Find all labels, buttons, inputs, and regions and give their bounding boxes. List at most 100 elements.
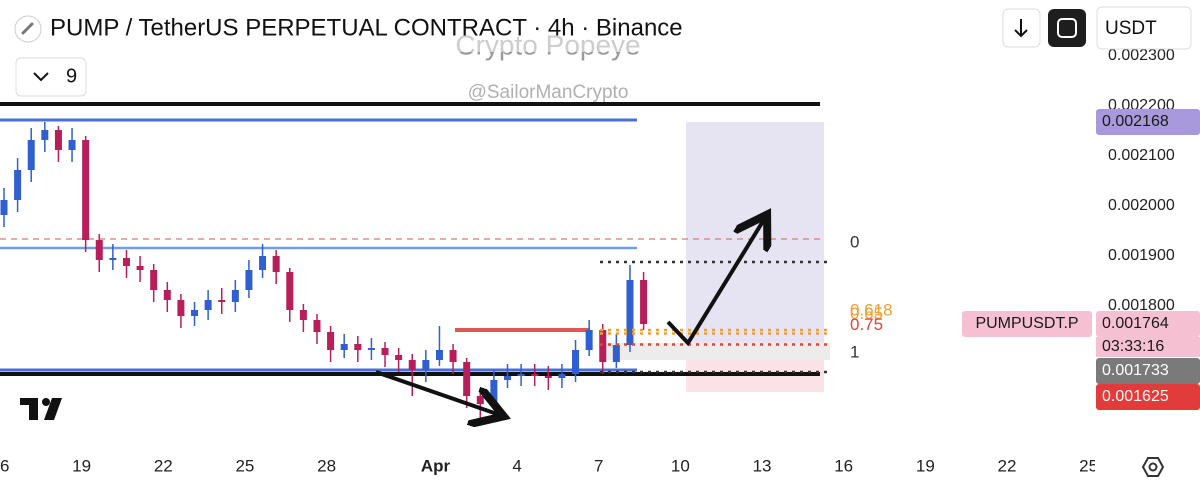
candle-body: [572, 350, 580, 374]
candle-body: [449, 350, 457, 362]
settings-button[interactable]: [1141, 457, 1165, 477]
candles: [0, 122, 648, 418]
candle-body: [177, 300, 185, 316]
candle-body: [599, 330, 607, 362]
x-axis: 16 19 22 25 28 Apr 4 7 10 13 16 19 22 25: [0, 456, 1098, 475]
x-tick-label: 22: [154, 456, 173, 475]
chevron: [33, 72, 49, 82]
price-label: 0.001625: [1102, 388, 1169, 405]
candle-body: [14, 170, 22, 200]
fib-label: 0.65: [850, 304, 883, 323]
candle-body: [503, 376, 511, 380]
up-arrow: [666, 218, 765, 347]
fib-label: 0.75: [850, 315, 883, 334]
candle-body: [626, 280, 634, 345]
x-tick-label: 19: [916, 456, 935, 475]
currency: USDT: [1105, 18, 1157, 39]
indicators-count: 9: [66, 65, 77, 87]
candle-body: [381, 348, 389, 355]
title: PUMP / TetherUS PERPETUAL CONTRACT · 4h …: [50, 14, 683, 41]
candle-body: [490, 380, 498, 404]
candle-body: [463, 362, 471, 396]
fib-label: 0.618: [850, 300, 893, 319]
candle-body: [27, 140, 35, 170]
candle-body: [313, 320, 321, 332]
candle-body: [95, 240, 103, 260]
fullscreen-icon: [1057, 18, 1077, 38]
candle-body: [544, 376, 552, 378]
x-tick-label: 16: [0, 456, 9, 475]
candle-body: [408, 360, 416, 370]
candle-body: [327, 332, 335, 350]
price-label-box: [1096, 358, 1200, 384]
x-tick-label: 10: [671, 456, 690, 475]
candle-body: [231, 290, 239, 302]
price-label: 0.001764: [1102, 315, 1169, 332]
candle-body: [640, 280, 648, 324]
symbol-label: PUMPUSDT.P: [975, 315, 1078, 332]
countdown-box: [1096, 337, 1200, 357]
candle-body: [354, 344, 362, 350]
icon-glyph: [21, 22, 34, 35]
symbol-box: [962, 311, 1092, 337]
candle-body: [422, 360, 430, 370]
price-label: 0.001733: [1102, 362, 1169, 379]
price-label-box: [1096, 311, 1200, 337]
price-label-box: [1096, 384, 1200, 410]
fullscreen-button[interactable]: [1048, 9, 1086, 47]
candle-body: [435, 350, 443, 360]
candle-body: [612, 345, 620, 362]
x-tick-label: 19: [72, 456, 91, 475]
x-tick-label: Apr: [421, 456, 451, 475]
x-tick-label: 13: [753, 456, 772, 475]
candle-body: [163, 290, 171, 300]
x-tick-label: 28: [317, 456, 336, 475]
down-arrow: [375, 370, 500, 415]
watermark-handle: @SailorManCrypto: [468, 82, 629, 103]
candle-body: [82, 140, 90, 240]
candle-body: [558, 374, 566, 378]
countdown: 03:33:16: [1102, 338, 1164, 355]
candle-body: [150, 270, 158, 290]
candle-body: [136, 266, 144, 270]
candle-body: [286, 272, 294, 310]
candle-body: [367, 348, 375, 350]
x-tick-label: 25: [1079, 456, 1098, 475]
candle-body: [109, 258, 117, 260]
candle-body: [517, 374, 525, 376]
x-tick-label: 25: [235, 456, 254, 475]
candle-body: [122, 258, 130, 266]
y-tick-label: 0.001800: [1108, 297, 1175, 314]
fib-label: 1: [850, 342, 859, 361]
candle-body: [191, 310, 199, 316]
download-icon: [1014, 19, 1028, 38]
price-labels: 0.002168 0.001764 PUMPUSDT.P 03:33:16 0.0017…: [962, 109, 1200, 410]
candle-body: [272, 256, 280, 272]
y-tick-label: 0.001900: [1108, 247, 1175, 264]
candle-body: [204, 300, 212, 310]
candle-body: [68, 140, 76, 150]
fib-zone: [600, 343, 830, 360]
x-tick-label: 4: [512, 456, 521, 475]
candle-body: [585, 330, 593, 350]
candle-body: [259, 256, 267, 270]
price-label-box: [1096, 109, 1200, 135]
candle-body: [340, 344, 348, 350]
candle-body: [41, 130, 49, 140]
tradingview-logo: [20, 398, 62, 420]
candle-body: [245, 270, 253, 290]
indicators-button[interactable]: [15, 57, 87, 97]
fib-label: 0: [850, 232, 859, 251]
candle-body: [218, 300, 226, 302]
candle-body: [476, 396, 484, 404]
y-tick-label: 0.002100: [1108, 147, 1175, 164]
x-tick-label: 16: [834, 456, 853, 475]
x-tick-label: 7: [594, 456, 603, 475]
y-tick-label: 0.002300: [1108, 47, 1175, 64]
candle-body: [0, 200, 8, 215]
currency-select[interactable]: [1096, 6, 1192, 50]
